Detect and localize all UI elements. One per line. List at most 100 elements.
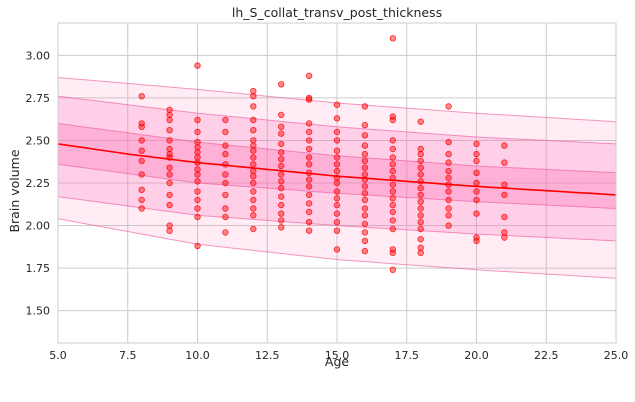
- data-point: [361, 150, 369, 158]
- data-point: [166, 171, 173, 178]
- y-tick-label: 2.50: [26, 134, 51, 147]
- data-point: [250, 103, 257, 110]
- data-point: [194, 149, 201, 156]
- data-point: [361, 220, 369, 228]
- data-point: [305, 161, 313, 168]
- data-point: [389, 246, 396, 253]
- data-point: [138, 123, 145, 130]
- data-point: [389, 35, 396, 42]
- data-point: [473, 179, 480, 187]
- data-point: [278, 184, 285, 192]
- data-point: [305, 94, 313, 102]
- data-point: [194, 62, 201, 69]
- data-point: [361, 247, 369, 255]
- data-point: [250, 225, 257, 233]
- data-point: [417, 235, 424, 243]
- data-point: [305, 120, 313, 127]
- data-point: [194, 116, 201, 124]
- data-point: [333, 147, 341, 154]
- data-point: [333, 188, 341, 195]
- data-point: [389, 116, 396, 124]
- band-middle-upper-edge: [57, 95, 617, 145]
- y-tick-labels: 1.50 1.75 2.00 2.25 2.50 2.75 3.00: [26, 49, 51, 317]
- data-point: [278, 81, 285, 88]
- data-point: [194, 128, 201, 136]
- data-point: [417, 118, 424, 125]
- data-point: [166, 191, 173, 199]
- data-point: [417, 157, 424, 165]
- data-point: [473, 169, 480, 176]
- data-point: [250, 137, 257, 144]
- data-point: [278, 171, 285, 178]
- data-point: [278, 140, 285, 148]
- data-point: [250, 212, 257, 219]
- data-point: [333, 210, 341, 217]
- band-inner-upper-edge: [57, 122, 617, 174]
- data-point: [361, 132, 369, 139]
- data-point: [445, 222, 452, 229]
- data-point: [445, 138, 452, 146]
- x-tick-label: 12.5: [255, 349, 280, 362]
- data-point: [278, 224, 285, 231]
- data-point: [361, 103, 369, 110]
- data-point: [333, 128, 341, 136]
- data-point: [473, 210, 480, 217]
- data-point: [194, 154, 201, 161]
- data-point: [417, 191, 424, 199]
- data-point: [222, 150, 229, 158]
- data-point: [250, 172, 257, 180]
- data-point: [361, 189, 369, 197]
- data-point: [250, 92, 257, 100]
- data-point: [250, 205, 257, 212]
- data-point: [250, 188, 257, 195]
- data-point: [361, 237, 369, 245]
- data-point: [278, 111, 285, 119]
- data-point: [389, 145, 396, 153]
- data-point: [501, 142, 508, 149]
- data-point: [473, 234, 480, 241]
- data-point: [250, 179, 257, 187]
- data-point: [417, 171, 424, 178]
- x-tick-label: 15.0: [325, 349, 350, 362]
- data-point: [194, 196, 201, 204]
- x-tick-label: 22.5: [534, 349, 559, 362]
- data-point: [389, 188, 396, 195]
- data-point: [250, 116, 257, 124]
- y-tick-label: 1.50: [26, 305, 51, 318]
- data-point: [333, 161, 341, 168]
- data-point: [166, 150, 173, 158]
- data-point: [222, 142, 229, 149]
- data-point: [166, 111, 173, 119]
- data-point: [333, 201, 341, 209]
- data-point: [166, 145, 173, 153]
- data-point: [473, 237, 480, 245]
- chart-title: lh_S_collat_transv_post_thickness: [232, 5, 442, 20]
- data-point: [445, 159, 452, 166]
- data-point: [138, 92, 145, 100]
- data-point: [473, 140, 480, 148]
- x-tick-label: 17.5: [395, 349, 420, 362]
- data-point: [194, 205, 201, 212]
- trend-line: [57, 143, 617, 196]
- data-point: [166, 106, 173, 113]
- data-point: [278, 123, 285, 130]
- data-point: [278, 130, 285, 137]
- data-point: [278, 210, 285, 217]
- data-point: [305, 128, 313, 136]
- data-point: [501, 181, 508, 188]
- data-point: [278, 201, 285, 209]
- data-point: [473, 150, 480, 158]
- data-point: [333, 218, 341, 226]
- data-point: [417, 164, 424, 171]
- data-point: [389, 266, 396, 273]
- data-point: [250, 142, 257, 149]
- data-point: [445, 174, 452, 182]
- data-point: [361, 205, 369, 212]
- data-point: [305, 200, 313, 207]
- data-point: [166, 126, 173, 134]
- data-point: [194, 166, 201, 173]
- y-tick-label: 1.75: [26, 262, 51, 275]
- data-point: [333, 137, 341, 144]
- data-point: [417, 249, 424, 256]
